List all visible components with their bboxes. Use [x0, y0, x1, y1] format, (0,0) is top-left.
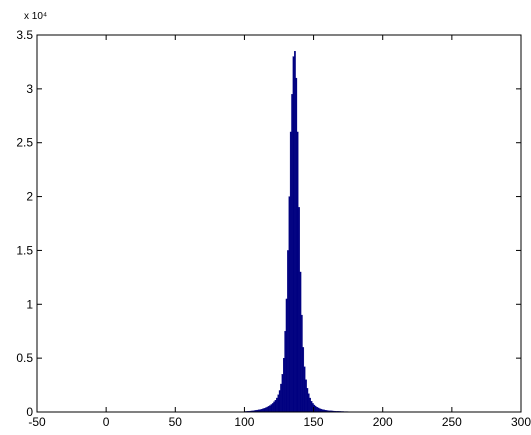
- bar: [283, 358, 284, 412]
- bar: [311, 401, 312, 412]
- bar: [309, 398, 310, 412]
- bar: [289, 197, 290, 412]
- y-tick-label: 3: [26, 82, 33, 96]
- bar: [276, 398, 277, 412]
- bar: [319, 409, 320, 412]
- bar: [282, 374, 283, 412]
- x-tick-label: 300: [511, 415, 531, 429]
- y-tick-label: 1.5: [16, 243, 33, 257]
- y-multiplier: x 10⁴: [24, 11, 47, 22]
- x-tick-label: 250: [442, 415, 462, 429]
- bar: [297, 132, 298, 412]
- bar: [300, 272, 301, 412]
- y-tick-label: 2: [26, 190, 33, 204]
- y-tick-label: 1: [26, 297, 33, 311]
- bar: [315, 406, 316, 412]
- bar: [303, 347, 304, 412]
- bar: [294, 51, 295, 412]
- bar: [291, 94, 292, 412]
- x-tick-label: 0: [103, 415, 110, 429]
- axes-box: [37, 35, 521, 412]
- y-tick-label: 2.5: [16, 136, 33, 150]
- bar: [279, 390, 280, 412]
- bar: [272, 403, 273, 412]
- bar: [271, 404, 272, 412]
- bar: [275, 400, 276, 412]
- bar: [269, 406, 270, 412]
- bar: [298, 207, 299, 412]
- y-tick-label: 0.5: [16, 351, 33, 365]
- bar: [287, 250, 288, 412]
- bar: [305, 380, 306, 412]
- x-tick-label: 150: [304, 415, 324, 429]
- bar: [273, 402, 274, 412]
- bar: [285, 331, 286, 412]
- bar: [286, 299, 287, 412]
- bar: [264, 408, 265, 412]
- bar: [307, 388, 308, 412]
- bar: [268, 406, 269, 412]
- bar: [316, 407, 317, 412]
- bar: [304, 367, 305, 412]
- x-tick-label: -50: [28, 415, 46, 429]
- y-tick-label: 3.5: [16, 28, 33, 42]
- bar: [318, 408, 319, 412]
- bar: [293, 57, 294, 412]
- x-tick-label: 50: [169, 415, 183, 429]
- bar: [265, 408, 266, 412]
- bar: [301, 315, 302, 412]
- x-tick-label: 100: [234, 415, 254, 429]
- bar: [278, 395, 279, 412]
- bar: [308, 394, 309, 412]
- x-tick-label: 200: [373, 415, 393, 429]
- bar: [267, 407, 268, 412]
- bar: [296, 78, 297, 412]
- bar: [290, 132, 291, 412]
- bar: [280, 384, 281, 412]
